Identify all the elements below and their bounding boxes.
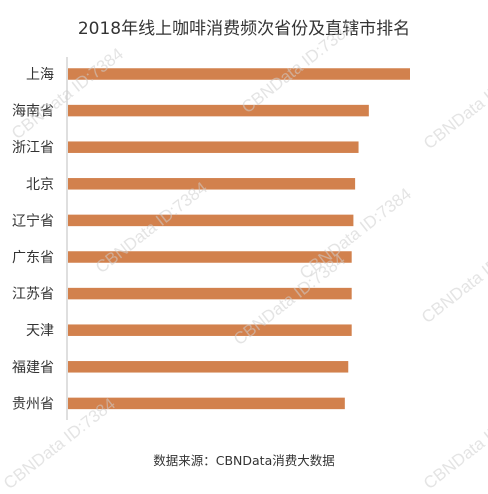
bar (68, 68, 410, 80)
bars-group (68, 68, 410, 410)
category-label: 贵州省 (12, 396, 54, 412)
bar (68, 324, 352, 336)
category-label: 广东省 (12, 250, 54, 266)
bar (68, 214, 354, 227)
bar (68, 397, 345, 410)
category-label: 辽宁省 (12, 212, 54, 229)
bar (68, 178, 356, 190)
chart: 2018年线上咖啡消费频次省份及直辖市排名 上海海南省浙江省北京辽宁省广东省江苏… (0, 18, 488, 493)
category-label: 浙江省 (12, 140, 54, 156)
category-label: 海南省 (12, 104, 54, 120)
bar (68, 251, 352, 263)
category-label: 上海 (26, 67, 54, 83)
category-label: 北京 (26, 177, 54, 193)
category-label: 福建省 (12, 360, 54, 376)
bar (68, 287, 352, 300)
source-note: 数据来源：CBNData消费大数据 (153, 453, 335, 468)
category-label: 江苏省 (12, 287, 54, 303)
chart-title: 2018年线上咖啡消费频次省份及直辖市排名 (77, 19, 411, 39)
bar (68, 104, 369, 117)
category-label: 天津 (26, 323, 54, 339)
bar (68, 361, 349, 373)
bar (68, 141, 359, 153)
